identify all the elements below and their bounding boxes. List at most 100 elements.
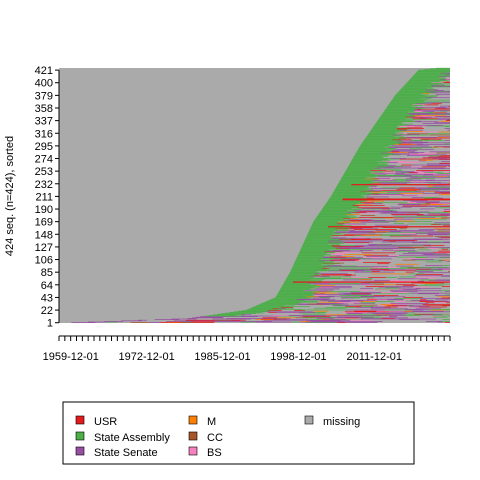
- sequence-state: [332, 245, 364, 247]
- sequence-state: [300, 248, 340, 250]
- sequence-state: [343, 173, 378, 175]
- legend-label: M: [207, 416, 216, 428]
- sequence-state: [357, 150, 389, 152]
- sequence-state: [434, 222, 450, 224]
- sequence-state: [267, 310, 282, 311]
- sequence-state: [300, 321, 311, 322]
- sequence-row: [405, 84, 440, 85]
- sequence-state: [321, 209, 347, 211]
- sequence-state: [393, 223, 405, 224]
- sequence-state: [383, 112, 422, 114]
- sequence-state: [338, 221, 361, 223]
- sequence-state: [336, 223, 345, 224]
- sequence-state: [299, 250, 326, 252]
- sequence-state: [337, 238, 371, 239]
- sequence-state: [347, 313, 363, 314]
- sequence-row: [384, 109, 450, 111]
- sequence-row: [388, 104, 439, 106]
- sequence-state: [269, 315, 280, 317]
- sequence-state: [418, 249, 431, 251]
- sequence-row: [375, 122, 450, 124]
- sequence-state: [416, 144, 442, 145]
- sequence-state: [369, 220, 397, 222]
- sequence-state: [290, 270, 328, 272]
- sequence-state: [350, 227, 373, 228]
- sequence-state: [414, 230, 434, 231]
- sequence-state: [400, 150, 418, 151]
- y-tick-label: 274: [35, 154, 53, 166]
- sequence-state: [380, 312, 395, 314]
- sequence-state: [418, 218, 442, 219]
- sequence-state: [265, 301, 294, 302]
- sequence-state: [307, 233, 341, 234]
- sequence-row: [380, 115, 446, 117]
- sequence-row: [291, 268, 450, 270]
- sequence-state: [335, 187, 370, 189]
- sequence-state: [410, 181, 425, 183]
- sequence-row: [331, 194, 436, 196]
- sequence-state: [330, 254, 344, 256]
- sequence-state: [432, 316, 443, 317]
- sequence-state: [353, 212, 367, 213]
- sequence-state: [427, 267, 450, 269]
- sequence-state: [303, 316, 337, 318]
- sequence-row: [408, 80, 449, 82]
- sequence-row: [358, 149, 434, 150]
- sequence-state: [442, 259, 450, 261]
- sequence-row: [392, 98, 420, 100]
- sequence-state: [368, 248, 393, 250]
- sequence-row: [358, 147, 395, 149]
- sequence-state: [341, 177, 374, 179]
- sequence-state: [428, 137, 450, 139]
- sequence-state: [348, 295, 385, 297]
- sequence-row: [355, 152, 450, 154]
- sequence-state: [448, 271, 450, 272]
- sequence-state: [403, 257, 428, 259]
- sequence-state: [426, 275, 450, 277]
- sequence-state: [437, 236, 450, 238]
- sequence-state: [405, 178, 422, 180]
- sequence-state: [376, 310, 405, 312]
- sequence-state: [422, 93, 431, 94]
- sequence-state: [148, 322, 161, 323]
- sequence-state: [389, 103, 416, 105]
- sequence-state: [418, 176, 436, 177]
- sequence-state: [399, 137, 429, 139]
- sequence-row: [355, 153, 394, 155]
- sequence-state: [435, 298, 450, 300]
- sequence-state: [403, 188, 419, 190]
- sequence-state: [397, 91, 438, 93]
- sequence-state: [429, 151, 450, 153]
- sequence-state: [370, 183, 408, 185]
- sequence-state: [442, 305, 450, 307]
- sequence-state: [425, 261, 443, 263]
- sequence-state: [352, 158, 383, 160]
- sequence-state: [233, 311, 266, 313]
- sequence-state: [403, 314, 420, 316]
- sequence-state: [256, 305, 285, 307]
- sequence-row: [391, 100, 425, 102]
- sequence-state: [327, 200, 367, 202]
- sequence-row: [298, 254, 450, 256]
- sequence-state: [334, 189, 367, 191]
- sequence-state: [406, 155, 428, 156]
- sequence-state: [434, 236, 450, 237]
- sequence-state: [370, 188, 410, 189]
- sequence-state: [345, 314, 376, 316]
- sequence-state: [433, 313, 450, 315]
- sequence-state: [371, 128, 411, 130]
- sequence-row: [300, 248, 449, 250]
- sequence-state: [295, 259, 331, 261]
- sequence-state: [354, 310, 377, 312]
- sequence-row: [377, 120, 450, 122]
- sequence-state: [365, 137, 407, 138]
- sequence-row: [350, 162, 450, 164]
- sequence-row: [292, 265, 414, 267]
- sequence-row: [343, 174, 412, 176]
- sequence-state: [374, 167, 412, 169]
- sequence-state: [405, 315, 421, 316]
- sequence-state: [397, 256, 407, 258]
- sequence-state: [419, 216, 448, 218]
- sequence-state: [372, 127, 397, 129]
- sequence-row: [289, 272, 450, 274]
